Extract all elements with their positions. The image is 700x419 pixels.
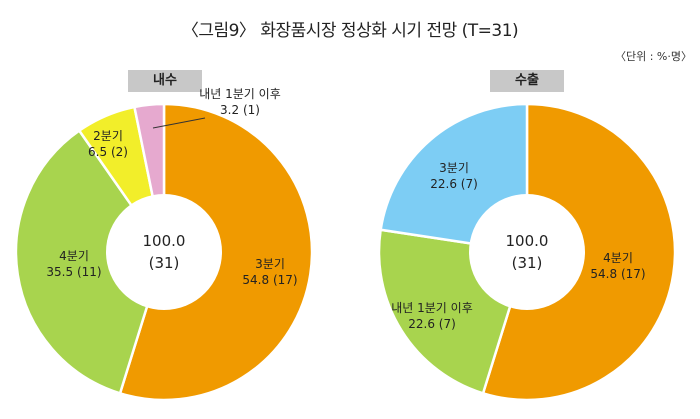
export-badge: 수출 <box>490 70 564 92</box>
center-count-0: (31) <box>149 254 180 272</box>
slice-label-1-2: 3분기 <box>439 161 469 175</box>
slice-value-0-0: 54.8 (17) <box>242 273 297 287</box>
slice-value-1-0: 54.8 (17) <box>590 267 645 281</box>
donut-hole-1 <box>469 194 585 310</box>
slice-value-0-2: 6.5 (2) <box>88 145 128 159</box>
donut-hole-0 <box>106 194 222 310</box>
slice-label-0-1: 4분기 <box>59 249 89 263</box>
slice-value-0-1: 35.5 (11) <box>46 265 101 279</box>
center-total-0: 100.0 <box>143 232 186 250</box>
slice-label-1-0: 4분기 <box>603 251 633 265</box>
donut-0: 100.0 (31) 3분기 54.8 (17) 4분기 35.5 (11) 2분기 6.5 … <box>14 87 314 402</box>
domestic-badge: 내수 <box>128 70 202 92</box>
slice-label-0-0: 3분기 <box>255 257 285 271</box>
slice-value-0-3: 3.2 (1) <box>220 103 260 117</box>
slice-label-0-3: 내년 1분기 이후 <box>199 87 281 101</box>
slice-label-0-2: 2분기 <box>93 129 123 143</box>
slice-value-1-1: 22.6 (7) <box>408 317 456 331</box>
unit-note: 〈단위 : %·명〉 <box>614 50 692 63</box>
donut-1: 100.0 (31) 4분기 54.8 (17) 내년 1분기 이후 22.6 (7) 3분… <box>377 102 677 402</box>
leader-line-0-3 <box>152 117 206 129</box>
slice-0-1 <box>14 128 166 395</box>
center-total-1: 100.0 <box>506 232 549 250</box>
center-count-1: (31) <box>512 254 543 272</box>
chart-title: 〈그림9〉 화장품시장 정상화 시기 전망 (T=31) <box>181 21 519 41</box>
slice-label-1-1: 내년 1분기 이후 <box>391 301 473 315</box>
slice-value-1-2: 22.6 (7) <box>430 177 478 191</box>
